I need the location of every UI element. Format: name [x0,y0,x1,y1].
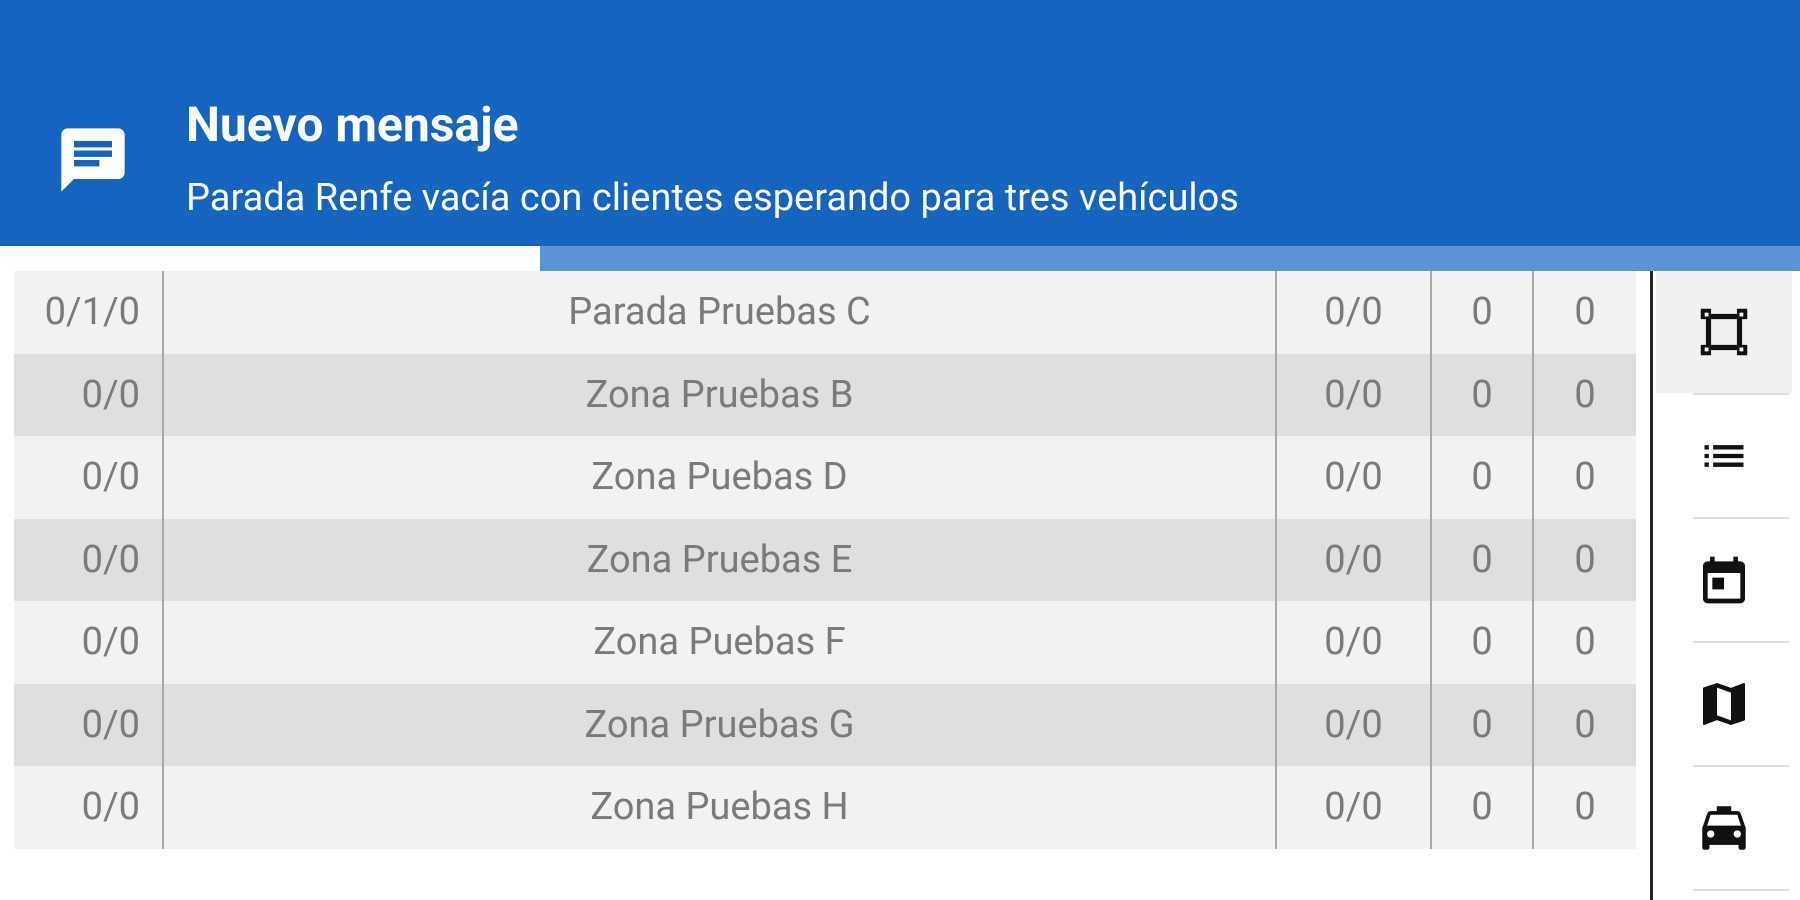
cell-stop-name: Zona Pruebas E [164,518,1277,601]
cell-value-b: 0 [1574,702,1596,747]
table-row[interactable]: 0/1/0 Parada Pruebas C 0/0 0 0 [14,271,1636,354]
cell-value-b: 0 [1574,620,1596,665]
side-nav-list-button[interactable] [1656,395,1792,517]
cell-value-b: 0 [1574,372,1596,417]
notification-progress-fill [0,246,540,271]
cell-value-a: 0 [1432,683,1534,766]
cell-count: 0/0 [14,518,164,601]
cell-value-a: 0 [1432,601,1534,684]
cell-ratio: 0/0 [1277,766,1432,849]
cell-stop-name: Zona Puebas F [164,601,1277,684]
taxi-icon [1702,806,1746,850]
table-row[interactable]: 0/0 Zona Puebas F 0/0 0 0 [14,601,1636,684]
table-row[interactable]: 0/0 Zona Puebas D 0/0 0 0 [14,436,1636,519]
notification-title: Nuevo mensaje [186,96,519,153]
cell-count: 0/0 [14,353,164,436]
calendar-icon [1703,556,1745,604]
side-nav-divider [1693,517,1789,519]
cell-count: 0/0 [14,766,164,849]
cell-value-a: 0 [1432,518,1534,601]
cell-stop-name: Zona Puebas H [164,766,1277,849]
cell-stop-name: Zona Puebas D [164,436,1277,519]
side-nav-divider [1693,765,1789,767]
cell-ratio: 0/0 [1277,353,1432,436]
cell-stop-name: Parada Pruebas C [164,271,1277,354]
cell-ratio: 0/0 [1277,601,1432,684]
message-icon [61,128,125,192]
side-nav-divider [1693,889,1789,891]
cell-ratio: 0/0 [1277,436,1432,519]
cell-value-a: 0 [1432,271,1534,354]
cell-count: 0/0 [14,683,164,766]
side-nav-divider [1693,641,1789,643]
table-row[interactable]: 0/0 Zona Pruebas G 0/0 0 0 [14,683,1636,766]
cell-value-a: 0 [1432,766,1534,849]
side-nav-divider [1693,393,1789,395]
map-icon [1703,683,1745,725]
table-row[interactable]: 0/0 Zona Pruebas B 0/0 0 0 [14,353,1636,436]
cell-value-a: 0 [1432,436,1534,519]
cell-value-b: 0 [1574,455,1596,500]
notification-text: Parada Renfe vacía con clientes esperand… [186,176,1239,220]
zones-icon [1700,308,1748,356]
cell-stop-name: Zona Pruebas G [164,683,1277,766]
cell-count: 0/0 [14,436,164,519]
table-row[interactable]: 0/0 Zona Pruebas E 0/0 0 0 [14,518,1636,601]
cell-count: 0/0 [14,601,164,684]
cell-value-b: 0 [1574,785,1596,830]
cell-value-a: 0 [1432,353,1534,436]
cell-ratio: 0/0 [1277,518,1432,601]
side-nav [1650,271,1800,900]
notification-progress [0,246,1800,271]
cell-ratio: 0/0 [1277,683,1432,766]
notification-banner[interactable]: Nuevo mensaje Parada Renfe vacía con cli… [0,0,1800,246]
stops-table: 0/1/0 Parada Pruebas C 0/0 0 0 0/0 Zona … [14,271,1636,849]
cell-ratio: 0/0 [1277,271,1432,354]
side-nav-calendar-button[interactable] [1656,519,1792,641]
cell-value-b: 0 [1574,290,1596,335]
side-nav-taxi-button[interactable] [1656,767,1792,889]
cell-count: 0/1/0 [14,271,164,354]
cell-value-b: 0 [1574,537,1596,582]
cell-stop-name: Zona Pruebas B [164,353,1277,436]
table-row[interactable]: 0/0 Zona Puebas H 0/0 0 0 [14,766,1636,849]
side-nav-map-button[interactable] [1656,643,1792,765]
list-icon [1704,445,1744,467]
side-nav-zones-button[interactable] [1656,271,1792,393]
